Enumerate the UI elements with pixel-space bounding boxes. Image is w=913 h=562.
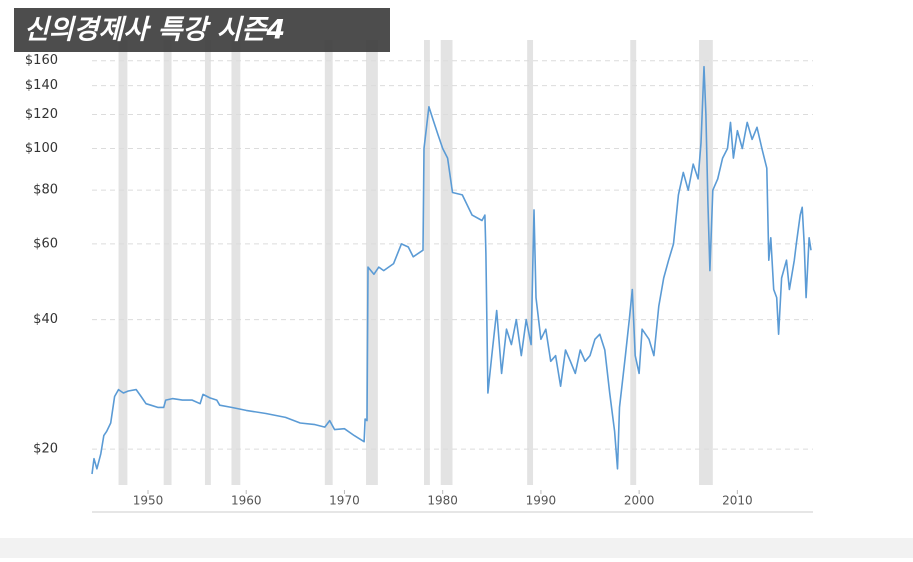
y-tick-label: $160	[25, 53, 58, 68]
shaded-band	[527, 40, 534, 485]
shaded-band	[366, 40, 378, 485]
shaded-band	[424, 40, 430, 485]
shaded-band	[699, 40, 713, 485]
y-tick-label: $140	[25, 78, 58, 93]
x-tick-label: 1970	[329, 494, 360, 508]
x-tick-label: 1960	[231, 494, 262, 508]
y-tick-label: $40	[33, 312, 58, 327]
y-tick-label: $120	[25, 107, 58, 122]
x-tick-label: 1990	[526, 494, 557, 508]
shaded-band	[324, 40, 333, 485]
shaded-band	[118, 40, 128, 485]
y-tick-label: $20	[33, 442, 58, 457]
y-tick-label: $100	[25, 141, 58, 156]
x-tick-label: 1950	[133, 494, 164, 508]
x-tick-label: 2010	[722, 494, 753, 508]
shaded-band	[163, 40, 172, 485]
y-tick-label: $80	[33, 183, 58, 198]
shaded-band	[231, 40, 241, 485]
shaded-band	[204, 40, 211, 485]
shaded-band	[630, 40, 637, 485]
title-box	[14, 8, 390, 52]
y-tick-label: $60	[33, 236, 58, 251]
price-line	[91, 65, 812, 475]
x-tick-label: 2000	[624, 494, 655, 508]
x-tick-label: 1980	[427, 494, 458, 508]
chart-title: 신의경제사 특강 시즌4	[24, 15, 285, 46]
shaded-band	[440, 40, 453, 485]
bottom-bar	[0, 538, 913, 558]
